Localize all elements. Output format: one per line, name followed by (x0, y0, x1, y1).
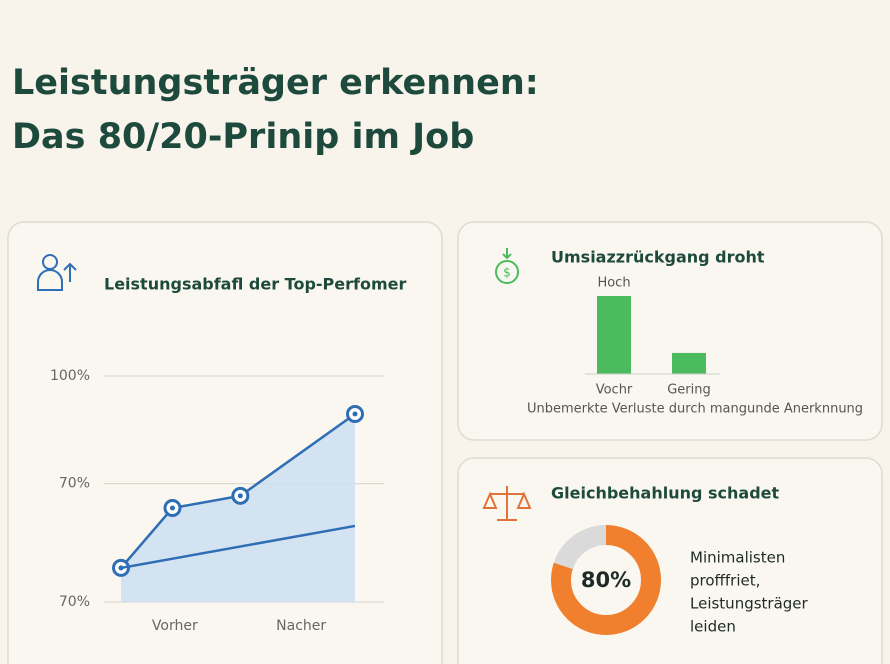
y-tick-label: 100% (50, 368, 90, 384)
x-tick-label: Gering (667, 383, 711, 398)
bar (597, 296, 631, 374)
card (457, 221, 883, 441)
chart-title: Gleichbehahlung schadet (551, 484, 780, 503)
point-dot (237, 493, 243, 499)
line (120, 413, 356, 569)
chart-title: Leistungsabfafl der Top-Perfomer (104, 275, 406, 294)
x-tick-label: Vorher (152, 618, 198, 634)
value-label: 80% (581, 568, 631, 592)
note-line: Minimalisten (690, 549, 785, 567)
note: Unbemerkte Verluste durch mangunde Anerk… (527, 402, 863, 417)
chart-title: Umsiazzrückgang droht (551, 248, 765, 267)
point-dot (352, 411, 358, 417)
line (120, 524, 356, 570)
x-tick-label: Nacher (276, 618, 326, 634)
scale-icon (482, 486, 532, 521)
note-line: profffriet, (690, 572, 760, 590)
bar (672, 352, 706, 374)
title-line: Das 80/20-Prinip im Job (12, 117, 474, 157)
y-tick-label: 70% (59, 594, 90, 610)
note-line: Leistungsträger (690, 595, 809, 613)
x-tick-label: Vochr (596, 383, 633, 398)
value-label: Hoch (597, 276, 630, 291)
title-line: Leistungsträger erkennen: (12, 63, 539, 103)
money-icon: $ (495, 248, 519, 284)
svg-text:$: $ (503, 266, 511, 280)
person-icon (37, 254, 77, 291)
point-dot (169, 505, 175, 511)
area (121, 414, 355, 602)
note-line: leiden (690, 618, 736, 636)
donut-segment (551, 525, 661, 635)
y-tick-label: 70% (59, 476, 90, 492)
